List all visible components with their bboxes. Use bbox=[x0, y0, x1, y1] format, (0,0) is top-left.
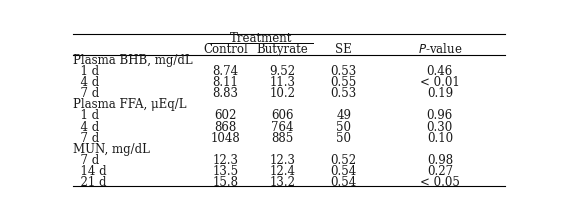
Text: 1048: 1048 bbox=[211, 132, 240, 145]
Text: 7 d: 7 d bbox=[73, 132, 99, 145]
Text: 21 d: 21 d bbox=[73, 176, 106, 189]
Text: 0.52: 0.52 bbox=[331, 154, 357, 167]
Text: Plasma FFA, μEq/L: Plasma FFA, μEq/L bbox=[73, 98, 186, 111]
Text: 50: 50 bbox=[336, 132, 351, 145]
Text: < 0.05: < 0.05 bbox=[420, 176, 460, 189]
Text: 8.74: 8.74 bbox=[213, 65, 239, 78]
Text: 0.30: 0.30 bbox=[427, 121, 453, 134]
Text: 12.3: 12.3 bbox=[270, 154, 296, 167]
Text: 0.19: 0.19 bbox=[427, 87, 453, 100]
Text: 7 d: 7 d bbox=[73, 154, 99, 167]
Text: 13.5: 13.5 bbox=[213, 165, 239, 178]
Text: 49: 49 bbox=[336, 109, 351, 122]
Text: 0.96: 0.96 bbox=[427, 109, 453, 122]
Text: 8.83: 8.83 bbox=[213, 87, 239, 100]
Text: 606: 606 bbox=[271, 109, 294, 122]
Text: 1 d: 1 d bbox=[73, 65, 99, 78]
Text: 15.8: 15.8 bbox=[213, 176, 239, 189]
Text: 0.54: 0.54 bbox=[331, 165, 357, 178]
Text: 0.98: 0.98 bbox=[427, 154, 453, 167]
Text: 50: 50 bbox=[336, 121, 351, 134]
Text: 9.52: 9.52 bbox=[270, 65, 296, 78]
Text: 12.4: 12.4 bbox=[270, 165, 296, 178]
Text: 4 d: 4 d bbox=[73, 76, 99, 89]
Text: 4 d: 4 d bbox=[73, 121, 99, 134]
Text: 885: 885 bbox=[271, 132, 294, 145]
Text: SE: SE bbox=[336, 43, 352, 56]
Text: Treatment: Treatment bbox=[230, 32, 292, 45]
Text: 1 d: 1 d bbox=[73, 109, 99, 122]
Text: 0.10: 0.10 bbox=[427, 132, 453, 145]
Text: MUN, mg/dL: MUN, mg/dL bbox=[73, 143, 149, 156]
Text: 12.3: 12.3 bbox=[213, 154, 239, 167]
Text: Control: Control bbox=[203, 43, 248, 56]
Text: 10.2: 10.2 bbox=[270, 87, 296, 100]
Text: Butyrate: Butyrate bbox=[257, 43, 309, 56]
Text: 8.11: 8.11 bbox=[213, 76, 239, 89]
Text: 0.54: 0.54 bbox=[331, 176, 357, 189]
Text: 13.2: 13.2 bbox=[270, 176, 296, 189]
Text: 0.53: 0.53 bbox=[331, 87, 357, 100]
Text: < 0.01: < 0.01 bbox=[420, 76, 460, 89]
Text: 14 d: 14 d bbox=[73, 165, 106, 178]
Text: 764: 764 bbox=[271, 121, 294, 134]
Text: 0.46: 0.46 bbox=[427, 65, 453, 78]
Text: 868: 868 bbox=[214, 121, 237, 134]
Text: 0.55: 0.55 bbox=[331, 76, 357, 89]
Text: $\mathit{P}$-value: $\mathit{P}$-value bbox=[418, 42, 462, 56]
Text: 7 d: 7 d bbox=[73, 87, 99, 100]
Text: Plasma BHB, mg/dL: Plasma BHB, mg/dL bbox=[73, 54, 192, 67]
Text: 11.3: 11.3 bbox=[270, 76, 296, 89]
Text: 0.27: 0.27 bbox=[427, 165, 453, 178]
Text: 0.53: 0.53 bbox=[331, 65, 357, 78]
Text: 602: 602 bbox=[214, 109, 237, 122]
